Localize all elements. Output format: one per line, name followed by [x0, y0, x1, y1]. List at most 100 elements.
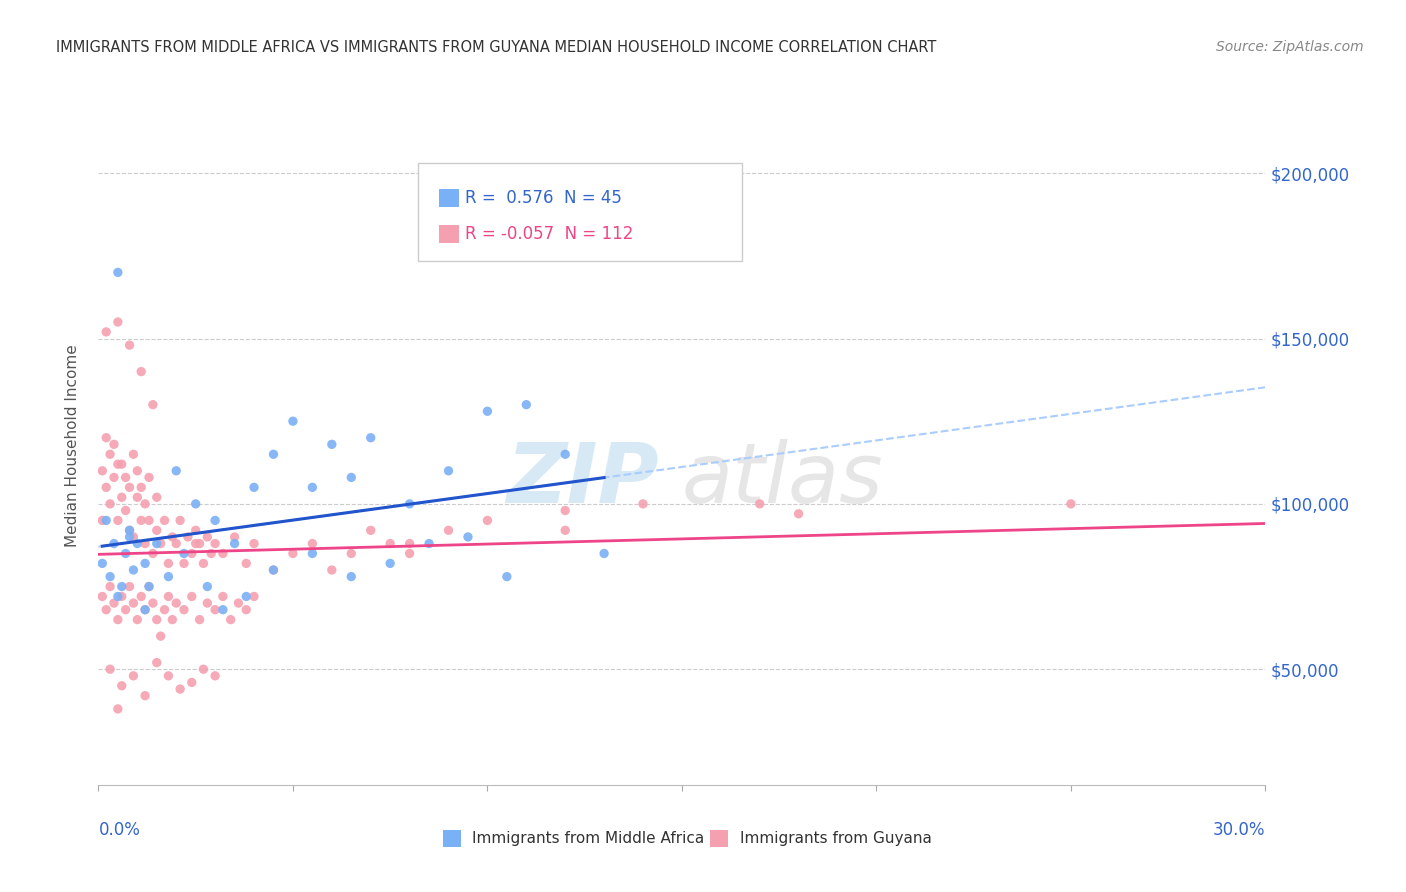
Y-axis label: Median Household Income: Median Household Income	[65, 344, 80, 548]
Text: ZIP: ZIP	[506, 440, 658, 520]
Point	[98, 569, 121, 583]
Point	[146, 613, 169, 627]
Point	[98, 662, 121, 676]
Point	[554, 503, 576, 517]
Point	[153, 603, 176, 617]
Point	[457, 530, 479, 544]
Point	[107, 265, 129, 279]
Point	[149, 629, 172, 643]
Point	[134, 557, 156, 571]
Point	[129, 590, 152, 604]
Point	[122, 530, 145, 544]
Point	[243, 590, 266, 604]
Point	[118, 524, 141, 538]
Point	[111, 490, 134, 504]
Point	[219, 613, 242, 627]
Point	[184, 497, 207, 511]
Point	[204, 513, 226, 527]
Point	[107, 702, 129, 716]
Point	[114, 503, 136, 517]
Point	[142, 596, 165, 610]
Point	[138, 513, 160, 527]
Point	[127, 490, 149, 504]
Point	[195, 530, 218, 544]
Point	[593, 546, 616, 560]
Point	[122, 563, 145, 577]
Point	[180, 675, 202, 690]
Point	[340, 546, 363, 560]
Point	[235, 590, 257, 604]
Point	[360, 431, 382, 445]
Point	[301, 546, 323, 560]
Point	[138, 470, 160, 484]
Point	[162, 530, 184, 544]
Point	[157, 590, 180, 604]
Point	[212, 603, 235, 617]
Point	[111, 679, 134, 693]
Point	[118, 580, 141, 594]
Point	[204, 669, 226, 683]
Point	[118, 530, 141, 544]
Point	[103, 536, 125, 550]
Point	[146, 490, 169, 504]
Point	[146, 536, 169, 550]
Point	[262, 563, 284, 577]
Point	[169, 513, 191, 527]
Point	[235, 603, 257, 617]
Point	[107, 513, 129, 527]
Point	[91, 557, 114, 571]
Point	[149, 536, 172, 550]
Point	[134, 497, 156, 511]
Point	[301, 480, 323, 494]
Point	[107, 315, 129, 329]
Point	[496, 569, 519, 583]
Point	[437, 464, 460, 478]
Point	[180, 590, 202, 604]
Point	[787, 507, 810, 521]
Point	[398, 497, 420, 511]
Point	[129, 365, 152, 379]
Point	[321, 563, 343, 577]
Point	[360, 524, 382, 538]
Point	[262, 447, 284, 461]
Point	[243, 480, 266, 494]
Point	[418, 536, 440, 550]
Point	[114, 470, 136, 484]
Text: Immigrants from Guyana: Immigrants from Guyana	[740, 831, 931, 846]
Point	[91, 513, 114, 527]
Point	[321, 437, 343, 451]
Point	[111, 590, 134, 604]
Text: 0.0%: 0.0%	[98, 821, 141, 838]
Point	[118, 524, 141, 538]
Point	[107, 457, 129, 471]
Point	[477, 404, 499, 418]
Point	[188, 536, 211, 550]
Point	[554, 447, 576, 461]
Point	[235, 557, 257, 571]
Point	[98, 580, 121, 594]
Point	[398, 546, 420, 560]
Point	[380, 536, 402, 550]
Point	[204, 536, 226, 550]
Text: R = -0.057  N = 112: R = -0.057 N = 112	[464, 225, 633, 243]
Point	[103, 437, 125, 451]
Point	[134, 536, 156, 550]
Point	[134, 603, 156, 617]
Point	[122, 669, 145, 683]
Point	[127, 464, 149, 478]
Point	[477, 513, 499, 527]
Point	[103, 470, 125, 484]
Point	[134, 603, 156, 617]
Point	[114, 546, 136, 560]
Point	[398, 536, 420, 550]
Point	[157, 557, 180, 571]
Point	[157, 569, 180, 583]
Point	[340, 470, 363, 484]
Point	[107, 613, 129, 627]
Point	[127, 536, 149, 550]
Point	[195, 596, 218, 610]
Point	[243, 536, 266, 550]
Point	[107, 590, 129, 604]
Point	[184, 524, 207, 538]
Point	[195, 580, 218, 594]
